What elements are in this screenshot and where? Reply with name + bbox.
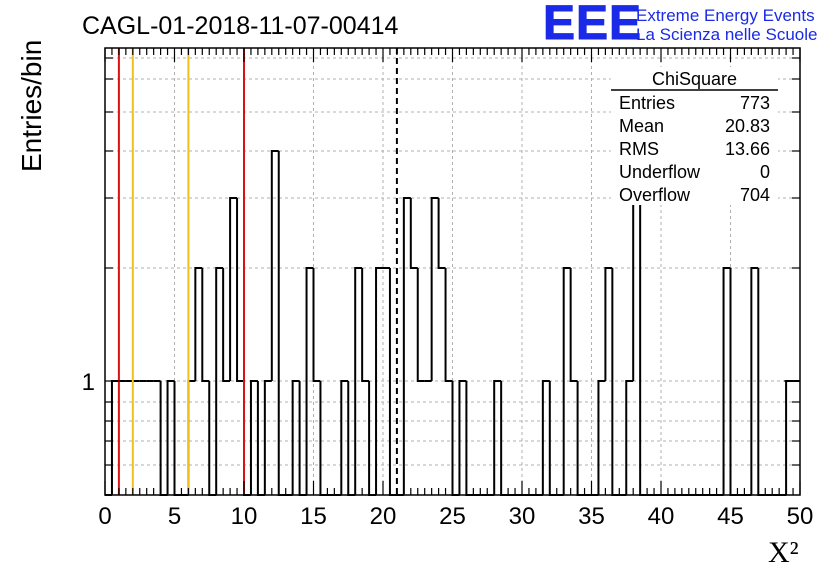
histogram-bin	[548, 381, 557, 496]
histogram-bin	[270, 150, 279, 381]
logo-line-1: Extreme Energy Events	[636, 6, 815, 25]
histogram-bin	[243, 381, 251, 496]
histogram-bin	[208, 381, 217, 496]
histogram-bin	[402, 197, 411, 495]
x-tick-label: 15	[300, 503, 327, 530]
grid	[105, 48, 800, 495]
histogram-bin	[173, 381, 182, 496]
stats-box: ChiSquare Entries 773 Mean 20.83 RMS 13.…	[611, 67, 778, 205]
histogram-bin	[354, 267, 363, 495]
histogram-bin	[201, 268, 210, 382]
histogram-bin	[277, 151, 286, 496]
histogram-bin	[368, 381, 377, 496]
histogram-bin	[569, 268, 578, 382]
stats-row-underflow: Underflow 0	[619, 162, 770, 185]
x-tick-label: 20	[370, 503, 397, 530]
histogram-bin	[541, 380, 550, 495]
chart-title: CAGL-01-2018-11-07-00414	[82, 12, 399, 40]
histogram-bin	[319, 381, 328, 496]
histogram-bin	[465, 381, 474, 496]
reference-lines	[117, 48, 398, 495]
histogram-bin	[562, 267, 571, 495]
stats-row-mean: Mean 20.83	[619, 116, 770, 139]
y-tick-label: 1	[82, 369, 95, 396]
histogram-bin	[236, 198, 244, 382]
histogram-bin	[437, 198, 446, 269]
histogram-bin	[340, 380, 349, 495]
histogram-bin	[409, 198, 418, 269]
histogram-bin	[256, 381, 265, 496]
histogram-bin	[722, 267, 731, 495]
y-axis-label: Entries/bin	[16, 39, 47, 172]
stats-key: Underflow	[619, 162, 701, 182]
histogram-bin	[576, 381, 585, 496]
stats-value: 773	[739, 93, 770, 113]
stats-row-rms: RMS 13.66	[619, 139, 770, 162]
stats-title: ChiSquare	[651, 69, 738, 89]
stats-value: 13.66	[724, 139, 770, 159]
histogram-bin	[361, 268, 370, 382]
histogram-bin	[458, 380, 467, 495]
histogram-bin	[604, 267, 613, 381]
stats-key: RMS	[619, 139, 659, 159]
histogram-bin	[444, 268, 453, 382]
histogram-bin	[493, 380, 502, 495]
histogram-bin	[416, 268, 425, 382]
histogram-bin	[263, 380, 272, 495]
eee-logo: EEE	[542, 0, 643, 50]
x-tick-label: 25	[439, 503, 466, 530]
histogram-bin	[632, 197, 641, 381]
stats-row-entries: Entries 773	[619, 93, 770, 116]
x-tick-label: 35	[578, 503, 605, 530]
stats-key: Mean	[619, 116, 665, 136]
histogram-bin	[229, 197, 238, 381]
histogram-bin	[430, 197, 439, 381]
histogram-bin	[785, 380, 794, 495]
histogram-bin	[347, 381, 356, 496]
histogram-bin	[291, 380, 300, 495]
histogram-bin	[215, 267, 224, 495]
x-tick-label: 50	[787, 503, 814, 530]
x-axis-label: X²	[768, 536, 799, 569]
histogram-bin	[312, 268, 321, 382]
stats-value: 20.83	[724, 116, 770, 136]
stats-title-underline	[611, 89, 778, 91]
axis-ticks	[104, 48, 801, 495]
histogram-bin	[222, 268, 231, 382]
histogram-bin	[597, 380, 606, 495]
x-tick-label: 45	[717, 503, 744, 530]
stats-key: Overflow	[619, 185, 691, 205]
tick-labels: 0 5 10 15 20 25 30 35 40 45 50 1	[82, 369, 814, 530]
histogram-bin	[194, 267, 203, 381]
histogram-bin	[298, 381, 307, 496]
histogram-bin	[110, 380, 119, 495]
histogram-bin	[159, 381, 168, 496]
x-tick-label: 30	[509, 503, 536, 530]
histogram-bin	[305, 267, 314, 495]
x-tick-label: 0	[98, 503, 111, 530]
histogram-bin	[249, 380, 258, 495]
x-tick-label: 5	[168, 503, 181, 530]
histogram-bin	[451, 381, 460, 496]
histogram-bin	[187, 380, 196, 495]
x-tick-label: 10	[231, 503, 258, 530]
histogram-bin	[166, 380, 175, 495]
histogram-bin	[625, 380, 634, 495]
histogram-bin	[639, 198, 648, 496]
stats-key: Entries	[619, 93, 676, 113]
histogram-bin	[375, 267, 383, 495]
stats-row-overflow: Overflow 704	[619, 185, 770, 208]
histogram-bin	[500, 381, 509, 496]
x-tick-label: 40	[648, 503, 675, 530]
histogram-bin	[750, 267, 759, 495]
logo-line-2: La Scienza nelle Scuole	[636, 25, 818, 44]
stats-value: 704	[739, 185, 770, 205]
stats-value: 0	[759, 162, 770, 182]
